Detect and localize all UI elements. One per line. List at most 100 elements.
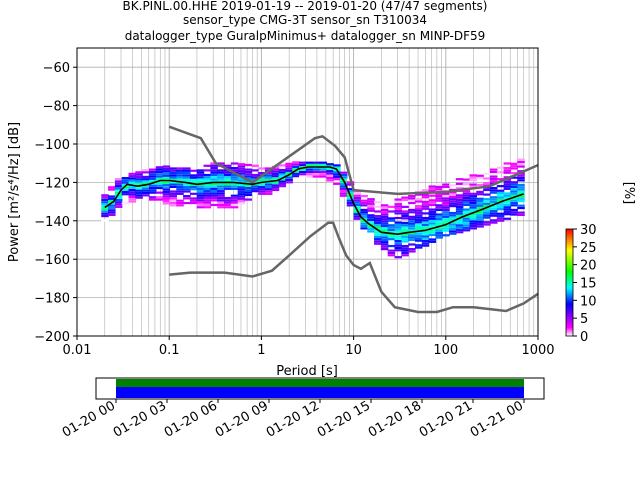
psd-cell xyxy=(108,206,116,210)
psd-cell xyxy=(374,233,382,236)
psd-cell xyxy=(203,194,212,197)
psd-cell xyxy=(455,187,464,190)
psd-cell xyxy=(421,189,430,192)
psd-cell xyxy=(503,208,512,211)
psd-cell xyxy=(326,174,334,177)
psd-cell xyxy=(148,198,157,201)
psd-cell xyxy=(278,173,287,176)
psd-cell xyxy=(401,244,409,248)
psd-cell xyxy=(237,172,246,175)
psd-cell xyxy=(510,192,518,195)
psd-cell xyxy=(374,238,382,241)
psd-cell xyxy=(428,240,437,243)
psd-cell xyxy=(421,230,430,233)
psd-cell xyxy=(101,201,109,204)
psd-cell xyxy=(217,201,225,204)
psd-cell xyxy=(503,171,512,174)
psd-cell xyxy=(237,163,246,166)
psd-cell xyxy=(169,185,177,189)
psd-cell xyxy=(264,192,273,195)
psd-cell xyxy=(230,206,239,209)
psd-cell xyxy=(401,249,409,252)
psd-cell xyxy=(421,235,430,238)
psd-cell xyxy=(183,197,191,200)
psd-cell xyxy=(108,209,116,212)
psd-cell xyxy=(162,176,171,180)
psd-cell xyxy=(203,183,212,186)
psd-cell xyxy=(169,181,177,184)
psd-cell xyxy=(210,166,218,170)
psd-cell xyxy=(476,176,484,180)
psd-cell xyxy=(360,208,368,212)
psd-cell xyxy=(148,180,157,183)
psd-cell xyxy=(230,162,239,165)
psd-cell xyxy=(251,176,259,179)
plot-frame xyxy=(76,47,539,337)
time-tick-label: 01-20 18 xyxy=(366,398,424,440)
psd-cell xyxy=(210,164,218,167)
psd-cell xyxy=(449,211,457,215)
psd-cell xyxy=(496,217,505,220)
colorbar-tick-label: 20 xyxy=(580,259,597,274)
psd-cell xyxy=(114,182,123,185)
psd-cell xyxy=(380,215,389,218)
psd-cell xyxy=(264,188,273,191)
psd-cell xyxy=(189,188,198,191)
psd-cell xyxy=(108,195,116,198)
psd-cell xyxy=(339,173,348,177)
psd-cell xyxy=(394,256,402,259)
psd-cell xyxy=(128,177,137,180)
psd-cell xyxy=(285,167,293,170)
colorbar-gradient xyxy=(565,228,574,337)
psd-cell xyxy=(264,178,273,182)
x-tick-label: 0.01 xyxy=(63,343,92,358)
psd-cell xyxy=(476,225,484,228)
psd-cell xyxy=(449,200,457,203)
psd-cell xyxy=(455,203,464,206)
psd-cell xyxy=(428,194,437,197)
psd-cell xyxy=(428,231,437,234)
psd-cell xyxy=(469,218,478,221)
psd-cell xyxy=(210,169,218,172)
y-tick-label: −140 xyxy=(34,215,70,230)
psd-cell xyxy=(517,165,525,168)
psd-cell xyxy=(428,203,437,207)
psd-cell xyxy=(114,187,123,190)
psd-cell xyxy=(148,196,157,199)
psd-cell xyxy=(319,168,327,171)
time-tick-label: 01-20 06 xyxy=(162,398,220,440)
psd-cell xyxy=(210,194,218,197)
psd-cell xyxy=(387,233,396,236)
psd-cell xyxy=(162,195,171,198)
psd-cell xyxy=(428,208,437,211)
psd-cell xyxy=(469,208,478,212)
psd-cell xyxy=(114,198,123,202)
data-coverage-bar xyxy=(116,379,524,387)
psd-cell xyxy=(401,205,409,208)
psd-cell xyxy=(121,176,130,180)
psd-cell xyxy=(230,183,239,186)
psd-cell xyxy=(442,211,450,214)
psd-cell xyxy=(251,164,259,167)
psd-cell xyxy=(483,216,491,219)
psd-cell xyxy=(203,173,212,177)
psd-cell xyxy=(469,176,478,179)
psd-cell xyxy=(162,181,171,184)
colorbar: 0 5 10 15 20 25 30 [%] xyxy=(565,182,636,345)
psd-cell xyxy=(394,203,402,206)
psd-cell xyxy=(483,221,491,224)
psd-cell xyxy=(196,206,205,209)
psd-cell xyxy=(435,206,443,209)
psd-cell xyxy=(428,199,437,202)
y-tick-label: −180 xyxy=(34,292,70,307)
psd-cell xyxy=(380,222,389,225)
psd-cell xyxy=(489,212,498,215)
psd-cell xyxy=(517,204,525,207)
psd-cell xyxy=(196,192,205,195)
psd-cell xyxy=(142,168,150,172)
psd-cell xyxy=(285,169,293,172)
psd-cell xyxy=(360,224,368,228)
psd-cell xyxy=(469,185,478,189)
psd-cell xyxy=(244,193,252,197)
psd-cell xyxy=(510,185,518,189)
